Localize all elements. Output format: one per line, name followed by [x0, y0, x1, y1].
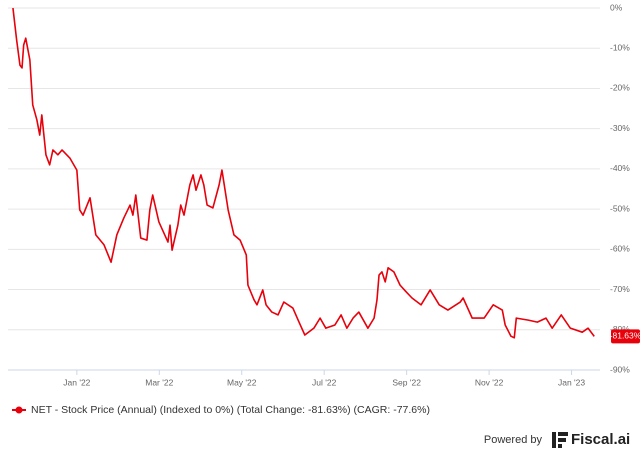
legend-label: NET - Stock Price (Annual) (Indexed to 0…: [31, 404, 430, 416]
series-line: [12, 7, 595, 339]
brand: Fiscal.ai: [571, 431, 630, 448]
x-tick-label: Nov '22: [475, 377, 504, 387]
y-tick-label: -70%: [610, 284, 630, 294]
value-label-box: [611, 329, 640, 344]
y-tick-label: -40%: [610, 163, 630, 173]
legend-marker: [15, 406, 23, 414]
y-tick-label: -20%: [610, 83, 630, 93]
powered-by: Powered by: [484, 434, 543, 446]
y-tick-label: -50%: [610, 203, 630, 213]
x-tick-label: Jan '22: [63, 377, 90, 387]
x-tick-label: May '22: [227, 377, 257, 387]
y-tick-label: -80%: [610, 324, 630, 334]
value-label: -81.63%: [610, 331, 640, 341]
y-tick-label: -90%: [610, 364, 630, 374]
x-tick-label: Jul '22: [312, 377, 337, 387]
y-tick-label: -30%: [610, 123, 630, 133]
y-tick-label: -10%: [610, 42, 630, 52]
brand-logo: [552, 432, 568, 448]
x-tick-label: Jan '23: [558, 377, 585, 387]
x-tick-label: Mar '22: [145, 377, 173, 387]
y-tick-label: -60%: [610, 244, 630, 254]
y-tick-label: 0%: [610, 2, 623, 12]
x-tick-label: Sep '22: [392, 377, 421, 387]
